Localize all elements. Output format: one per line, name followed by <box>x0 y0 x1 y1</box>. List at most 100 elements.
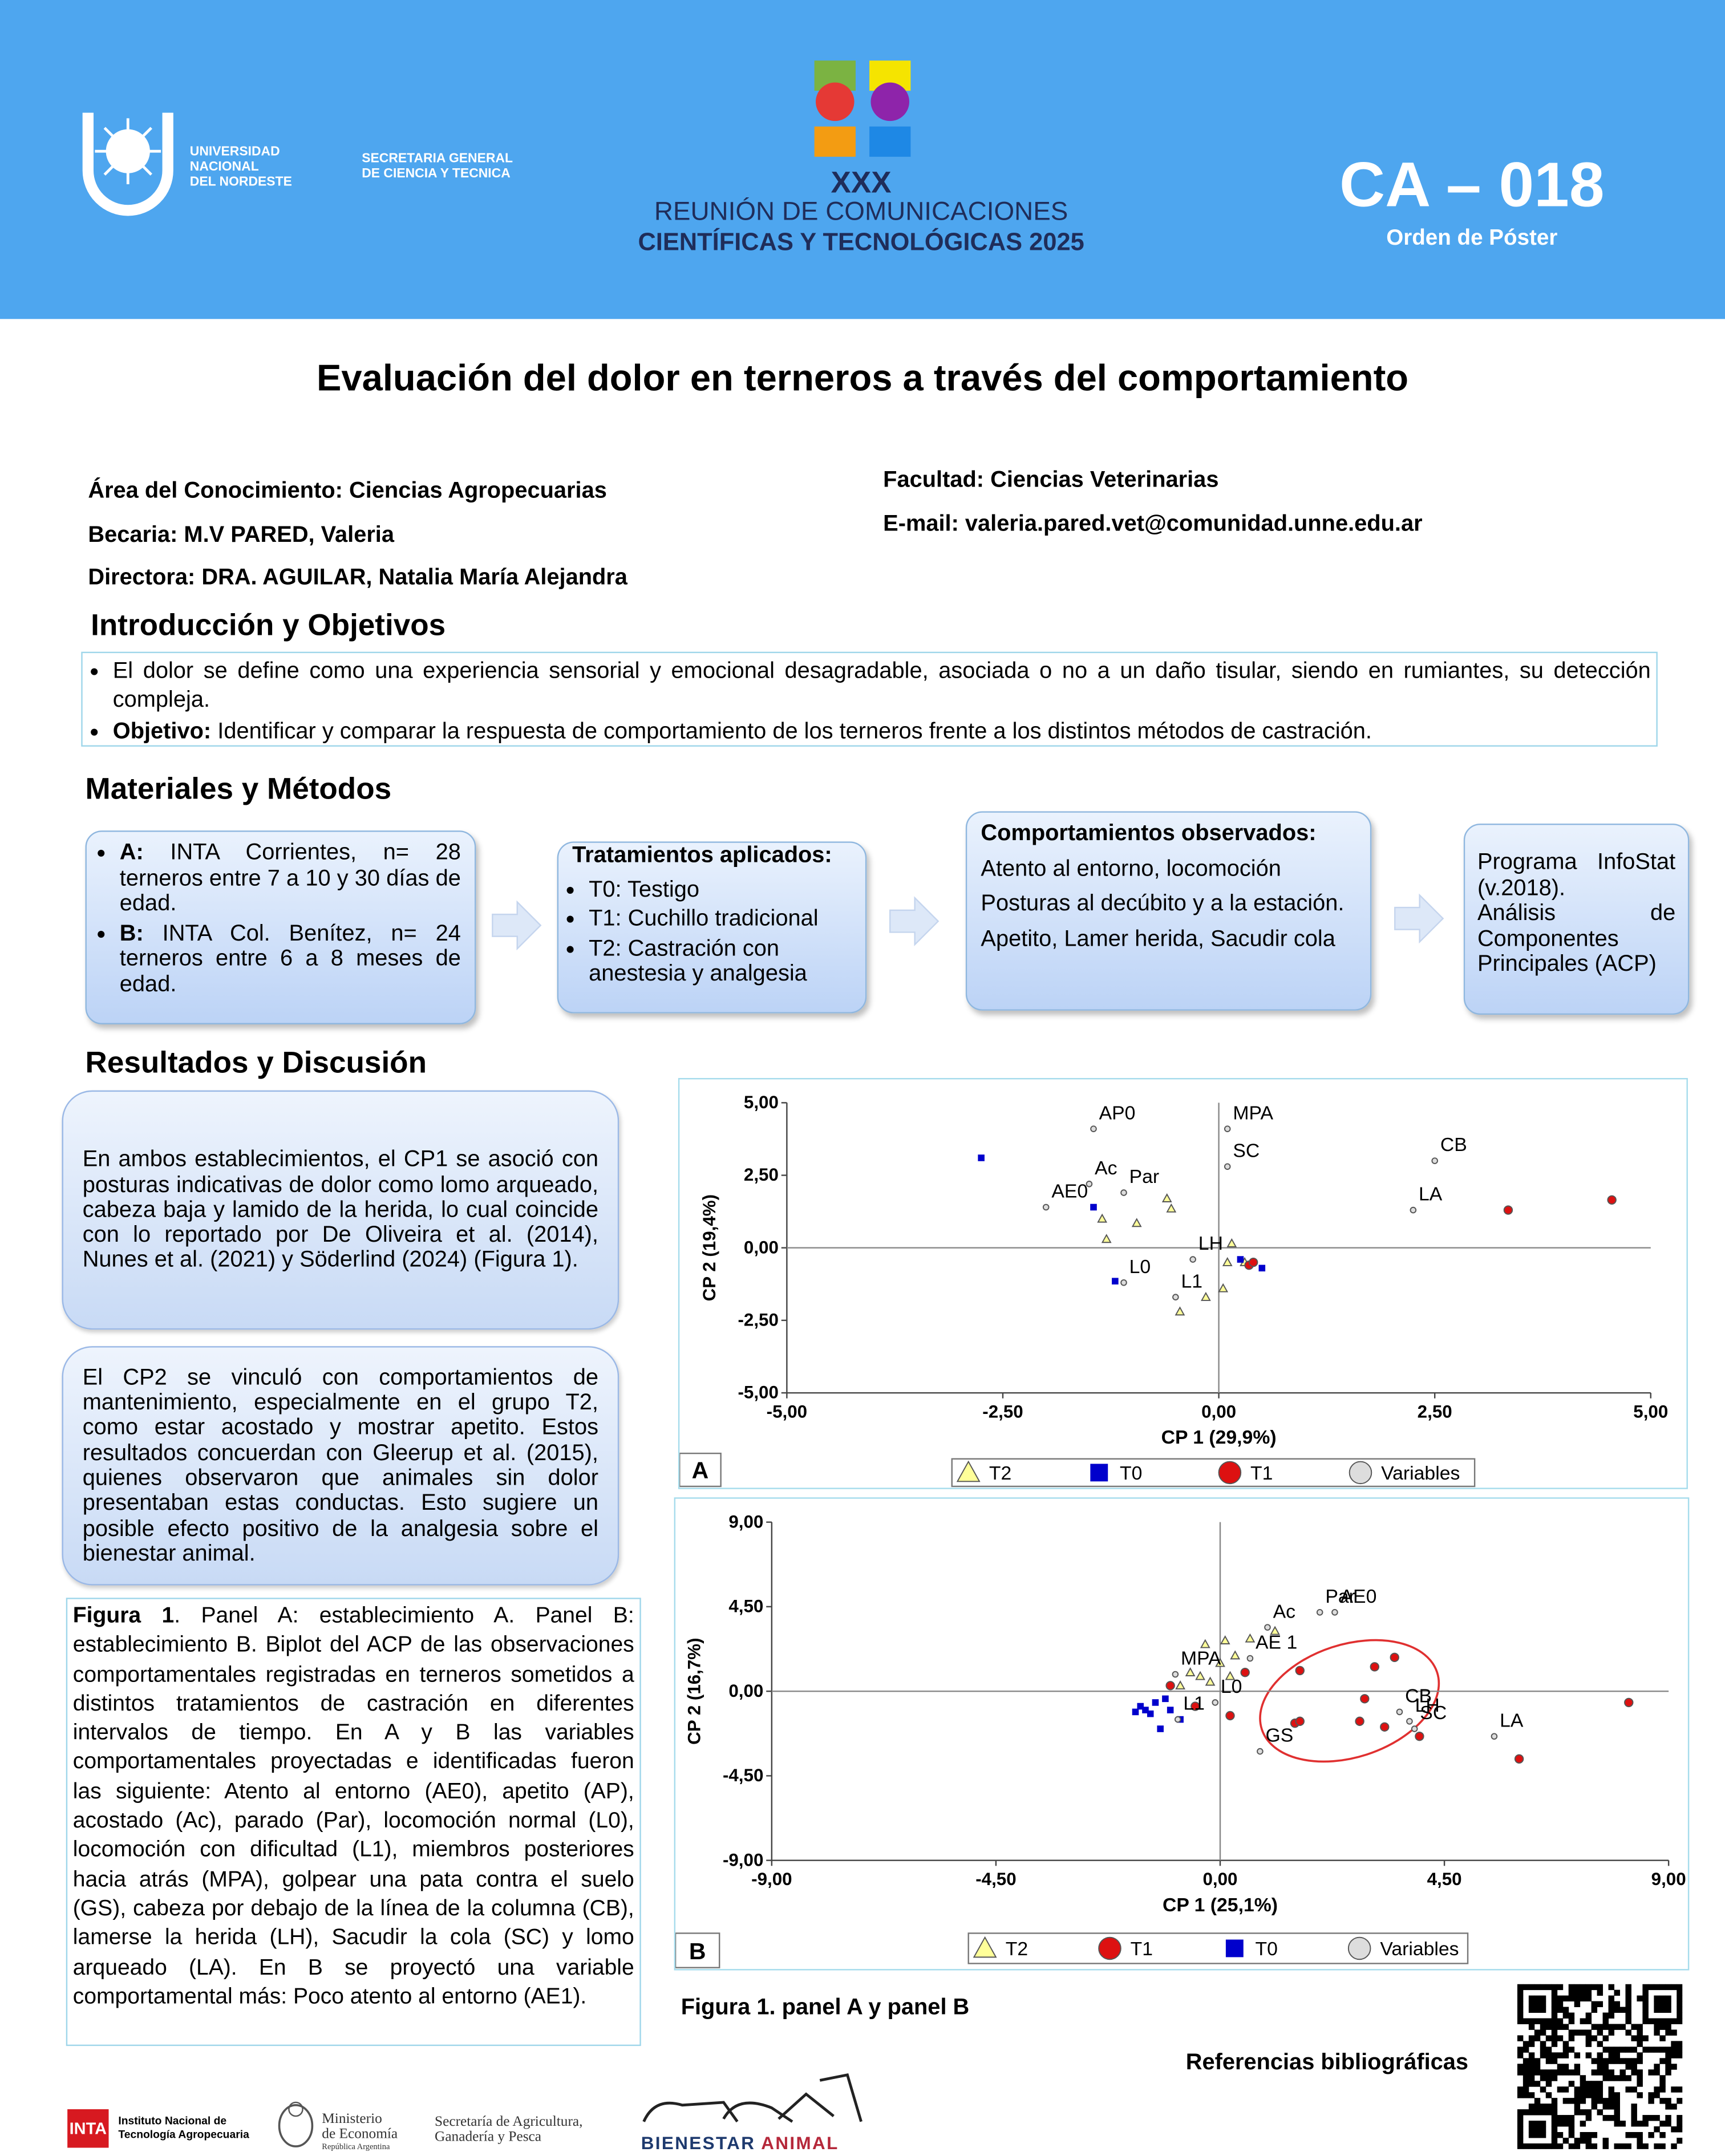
qr-cell <box>1574 1989 1581 1996</box>
secretaria-agri: Secretaría de Agricultura, <box>435 2114 583 2130</box>
qr-cell <box>1557 2001 1564 2008</box>
qr-cell <box>1551 2109 1558 2116</box>
data-point <box>1380 1722 1390 1732</box>
legend-marker <box>956 1460 981 1482</box>
legend-frame <box>967 1932 1469 1964</box>
qr-cell <box>1540 2041 1546 2047</box>
data-point <box>1514 1754 1524 1764</box>
qr-cell <box>1574 2137 1581 2144</box>
qr-cell <box>1625 1984 1631 1991</box>
qr-cell <box>1528 1984 1535 1991</box>
legend-label: T1 <box>1131 1938 1153 1960</box>
panel-label: B <box>689 1938 706 1964</box>
qr-cell <box>1528 2075 1535 2081</box>
x-tick-label: 5,00 <box>1633 1401 1668 1421</box>
data-point <box>1120 1279 1127 1286</box>
qr-cell <box>1568 2018 1575 2024</box>
data-point <box>1166 1203 1177 1213</box>
qr-cell <box>1557 2052 1564 2058</box>
qr-cell <box>1574 2001 1581 2008</box>
point-label: AE0 <box>1341 1586 1377 1607</box>
qr-cell <box>1619 2069 1626 2076</box>
qr-cell <box>1551 2126 1558 2133</box>
qr-cell <box>1677 1989 1683 1996</box>
qr-cell <box>1545 2092 1552 2098</box>
qr-cell <box>1671 2018 1677 2024</box>
qr-cell <box>1665 2104 1671 2110</box>
qr-cell <box>1517 2018 1524 2024</box>
qr-cell <box>1540 1995 1546 2002</box>
legend-marker <box>1349 1461 1372 1485</box>
point-label: L0 <box>1221 1676 1242 1697</box>
treatment: T1: Cuchillo tradicional <box>589 906 852 932</box>
y-tick-label: 4,50 <box>728 1596 763 1616</box>
data-point <box>1174 1716 1181 1723</box>
qr-cell <box>1517 2131 1524 2138</box>
qr-cell <box>1637 2121 1643 2127</box>
qr-cell <box>1625 2131 1631 2138</box>
legend-label: T2 <box>989 1462 1011 1484</box>
qr-cell <box>1551 1984 1558 1991</box>
uni-line: NACIONAL <box>189 159 259 175</box>
qr-cell <box>1557 2143 1564 2149</box>
qr-cell <box>1551 2115 1558 2121</box>
qr-cell <box>1517 2121 1524 2127</box>
qr-cell <box>1585 2081 1592 2087</box>
info-becaria: Becaria: M.V PARED, Valeria <box>88 521 395 547</box>
legend-marker <box>1225 1939 1244 1958</box>
x-tick-label: 2,50 <box>1418 1401 1452 1421</box>
qr-cell <box>1568 2081 1575 2087</box>
qr-cell <box>1591 1984 1598 1991</box>
qr-cell <box>1562 2121 1569 2127</box>
data-point <box>1406 1718 1413 1725</box>
qr-cell <box>1637 2069 1643 2076</box>
qr-cell <box>1671 2126 1677 2133</box>
qr-cell <box>1580 2075 1586 2081</box>
qr-cell <box>1551 2024 1558 2030</box>
qr-cell <box>1562 2115 1569 2121</box>
data-point <box>1224 1163 1231 1170</box>
qr-cell <box>1562 1995 1569 2002</box>
header-band: UNIVERSIDAD NACIONAL DEL NORDESTE SECRET… <box>0 0 1725 319</box>
info-email: E-mail: valeria.pared.vet@comunidad.unne… <box>883 510 1423 536</box>
qr-cell <box>1551 2075 1558 2081</box>
qr-code[interactable] <box>1517 1984 1683 2149</box>
qr-cell <box>1608 2069 1615 2076</box>
bullet-label: Objetivo: <box>112 719 212 744</box>
qr-cell <box>1654 2018 1660 2024</box>
ministerio: Ministerio <box>322 2112 382 2127</box>
caption-box: Figura 1. Panel A: establecimiento A. Pa… <box>66 1598 641 2046</box>
qr-cell <box>1534 2064 1541 2070</box>
qr-cell <box>1528 2109 1535 2116</box>
data-point <box>1222 1257 1233 1266</box>
qr-cell <box>1637 2131 1643 2138</box>
qr-cell <box>1585 2109 1592 2116</box>
qr-cell <box>1574 2109 1581 2116</box>
x-tick-label: -9,00 <box>751 1869 792 1889</box>
qr-cell <box>1585 2131 1592 2138</box>
qr-cell <box>1534 2143 1541 2149</box>
data-point <box>1415 1732 1424 1741</box>
qr-cell <box>1540 2052 1546 2058</box>
qr-cell <box>1659 2046 1666 2053</box>
qr-cell <box>1648 2092 1654 2098</box>
qr-cell <box>1614 2098 1620 2104</box>
references-link[interactable]: Referencias bibliográficas <box>1185 2050 1469 2075</box>
qr-cell <box>1540 1984 1546 1991</box>
data-point <box>1162 1695 1169 1703</box>
qr-cell <box>1654 1984 1660 1991</box>
qr-cell <box>1517 2035 1524 2041</box>
qr-cell <box>1648 1984 1654 1991</box>
qr-cell <box>1637 2035 1643 2041</box>
qr-cell <box>1522 2075 1529 2081</box>
qr-cell <box>1540 2121 1546 2127</box>
qr-cell <box>1562 2052 1569 2058</box>
point-label: MPA <box>1181 1648 1221 1669</box>
qr-cell <box>1665 1995 1671 2002</box>
x-tick-label: -5,00 <box>767 1401 807 1421</box>
qr-cell <box>1642 2018 1649 2024</box>
site-text: INTA Corrientes, n= 28 terneros entre 7 … <box>119 840 461 916</box>
qr-cell <box>1557 2035 1564 2041</box>
qr-cell <box>1625 2086 1631 2093</box>
point-label: LH <box>1415 1695 1440 1716</box>
